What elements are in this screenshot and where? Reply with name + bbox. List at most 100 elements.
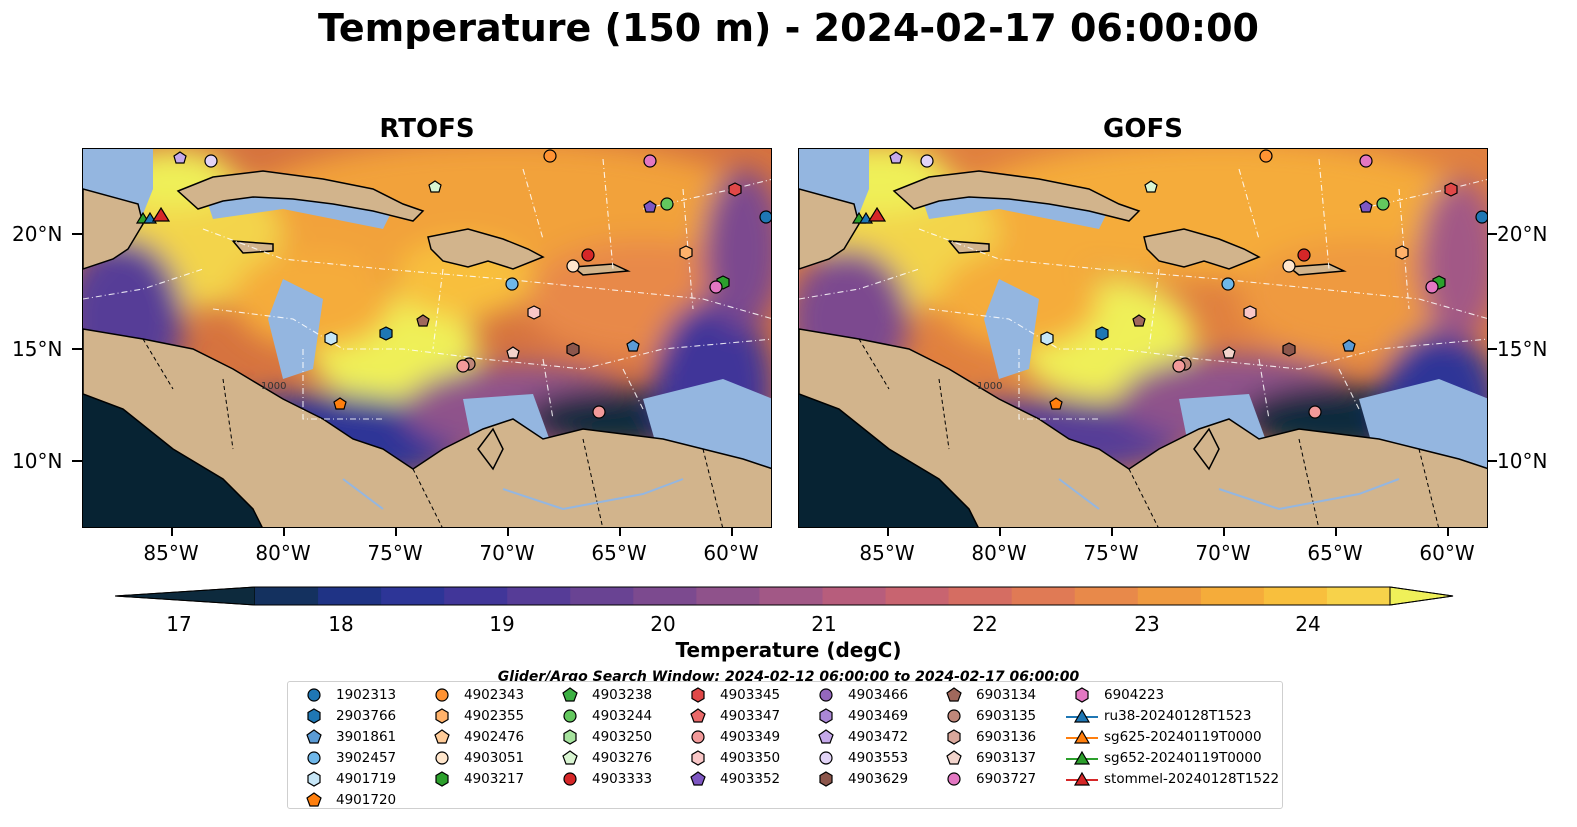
argo-marker-icon [819,708,833,724]
colorbar-tick-label: 23 [1134,612,1160,636]
colorbar-extend-low [114,586,256,606]
colorbar-segment [444,587,508,605]
legend-item-label: 4903469 [848,708,909,724]
argo-marker-icon [690,708,706,723]
legend-item-label: 3901861 [336,729,397,745]
argo-marker-icon [818,729,834,744]
rtofs-lon-tick-mark [619,528,621,536]
lat-tick-mark [72,460,82,462]
argo-marker-icon [563,729,577,745]
legend-item-label: 6903727 [976,771,1037,787]
rtofs-lon-tick-mark [171,528,173,536]
legend-item-label: 4903349 [720,729,781,745]
legend-item-label: 4903553 [848,750,909,766]
colorbar-segment [1011,587,1076,605]
rtofs-lon-tick-mark [507,528,509,536]
float-4903345 [728,182,742,197]
float-4903333 [581,248,595,262]
legend-item-label: sg652-20240119T0000 [1104,750,1262,766]
argo-marker-icon [306,792,322,807]
lat-tick-mark [1487,233,1497,235]
float-4903629 [566,342,580,357]
map-gofs-svg: 1000 [799,149,1487,527]
legend: 1902313 2903766 3901861 3902457 4901719 49017… [287,681,1283,809]
map-rtofs-svg: 1000 [83,149,771,527]
colorbar-segment [570,587,634,605]
glider-stommel [151,206,171,222]
argo-markers [889,149,1487,419]
yucatan [83,188,144,270]
argo-marker-icon [819,771,833,787]
pacific-ocean [83,394,262,527]
float-4903244 [660,197,674,211]
puerto-rico [571,263,631,276]
argo-marker-icon [307,688,321,702]
lat-tick-label-right: 10°N [1497,449,1548,473]
legend-item-label: 4903472 [848,729,909,745]
cuba [176,170,425,222]
float-4902343 [543,149,557,163]
float-4903276 [428,180,442,193]
legend-item-label: 6904223 [1104,687,1165,703]
map-panel-gofs[interactable]: 1000 [798,148,1488,528]
float-2903766 [379,326,393,341]
legend-item-label: 4903250 [592,729,653,745]
country-borders [142,338,724,527]
rtofs-lon-tick-label: 60°W [703,541,759,565]
argo-marker-icon [946,687,962,702]
rtofs-lon-tick-mark [283,528,285,536]
legend-item-label: 3902457 [336,750,397,766]
hispaniola [1143,228,1261,270]
rivers [1058,478,1400,511]
colorbar-tick-label: 21 [811,612,837,636]
colorbar-tick-label: 19 [489,612,515,636]
argo-markers [173,149,771,419]
argo-marker-icon [819,688,833,702]
land-masses [83,170,771,527]
argo-marker-icon [691,687,705,703]
argo-marker-icon [307,708,321,724]
argo-marker-icon [946,750,962,765]
depth-contour-label: 1000 [261,381,286,392]
colorbar-segment [1263,587,1328,605]
rtofs-lon-tick-mark [395,528,397,536]
colorbar-svg [114,586,1454,606]
legend-item-label: 4903352 [720,771,781,787]
pacific-ocean [799,394,978,527]
glider-marker-icon [1066,771,1098,786]
lat-tick-mark [1487,348,1497,350]
legend-item-label: 4903466 [848,687,909,703]
legend-item-label: 4903629 [848,771,909,787]
float-4903349 [456,359,470,373]
gofs-lon-tick-mark [1223,528,1225,536]
map-panel-rtofs[interactable]: 1000 [82,148,772,528]
rtofs-lon-tick-label: 75°W [367,541,423,565]
float-4903350 [527,305,541,320]
float-3902457 [505,277,519,291]
legend-item-label: 4903051 [464,750,525,766]
argo-marker-icon [947,709,961,723]
legend-item-label: 1902313 [336,687,397,703]
colorbar-tick-label: 22 [972,612,998,636]
lat-tick-mark [1487,460,1497,462]
float-6903134 [416,314,430,327]
land-masses [799,170,1487,527]
colorbar-segment [318,587,382,605]
figure-title: Temperature (150 m) - 2024-02-17 06:00:0… [317,6,1259,50]
panel-title-gofs: GOFS [1103,114,1183,144]
gofs-lon-tick-label: 60°W [1419,541,1475,565]
legend-item-label: 4903238 [592,687,653,703]
argo-marker-icon [691,750,705,766]
colorbar-segment [633,587,697,605]
depth-contour-label: 1000 [977,381,1002,392]
glider-marker-icon [1066,750,1098,765]
float-1902313 [759,210,771,224]
lat-tick-label-left: 10°N [12,449,63,473]
float-4903051 [566,259,580,273]
rtofs-lon-tick-mark [731,528,733,536]
gofs-lon-tick-label: 70°W [1195,541,1251,565]
lat-tick-label-left: 20°N [12,222,63,246]
colorbar-segment [1326,587,1391,605]
float-6904223 [709,280,723,294]
colorbar-segment [1074,587,1139,605]
